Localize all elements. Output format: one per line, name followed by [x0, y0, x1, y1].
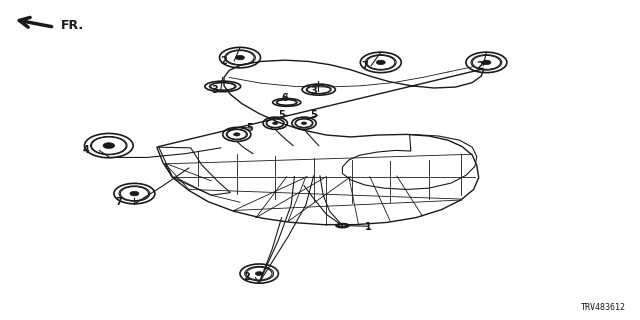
Text: 4: 4	[83, 145, 90, 156]
Text: 7: 7	[362, 60, 368, 71]
Text: 3: 3	[211, 84, 218, 95]
Ellipse shape	[482, 60, 491, 65]
Text: 1: 1	[365, 222, 371, 232]
Text: 5: 5	[310, 110, 317, 120]
Text: 6: 6	[282, 92, 288, 103]
Ellipse shape	[255, 272, 263, 276]
Text: 3: 3	[310, 86, 317, 96]
Text: 5: 5	[246, 123, 253, 133]
Text: 2: 2	[477, 60, 483, 71]
Ellipse shape	[376, 60, 385, 65]
Text: TRV483612: TRV483612	[581, 303, 626, 312]
Ellipse shape	[301, 122, 307, 124]
Text: FR.: FR.	[61, 19, 84, 32]
Text: 7: 7	[115, 196, 122, 207]
Ellipse shape	[130, 191, 139, 196]
Text: 2: 2	[243, 272, 250, 282]
Ellipse shape	[103, 143, 115, 148]
Ellipse shape	[273, 122, 278, 124]
Text: 5: 5	[278, 110, 285, 120]
Ellipse shape	[236, 55, 244, 60]
Text: 2: 2	[221, 56, 227, 66]
Ellipse shape	[234, 133, 240, 136]
